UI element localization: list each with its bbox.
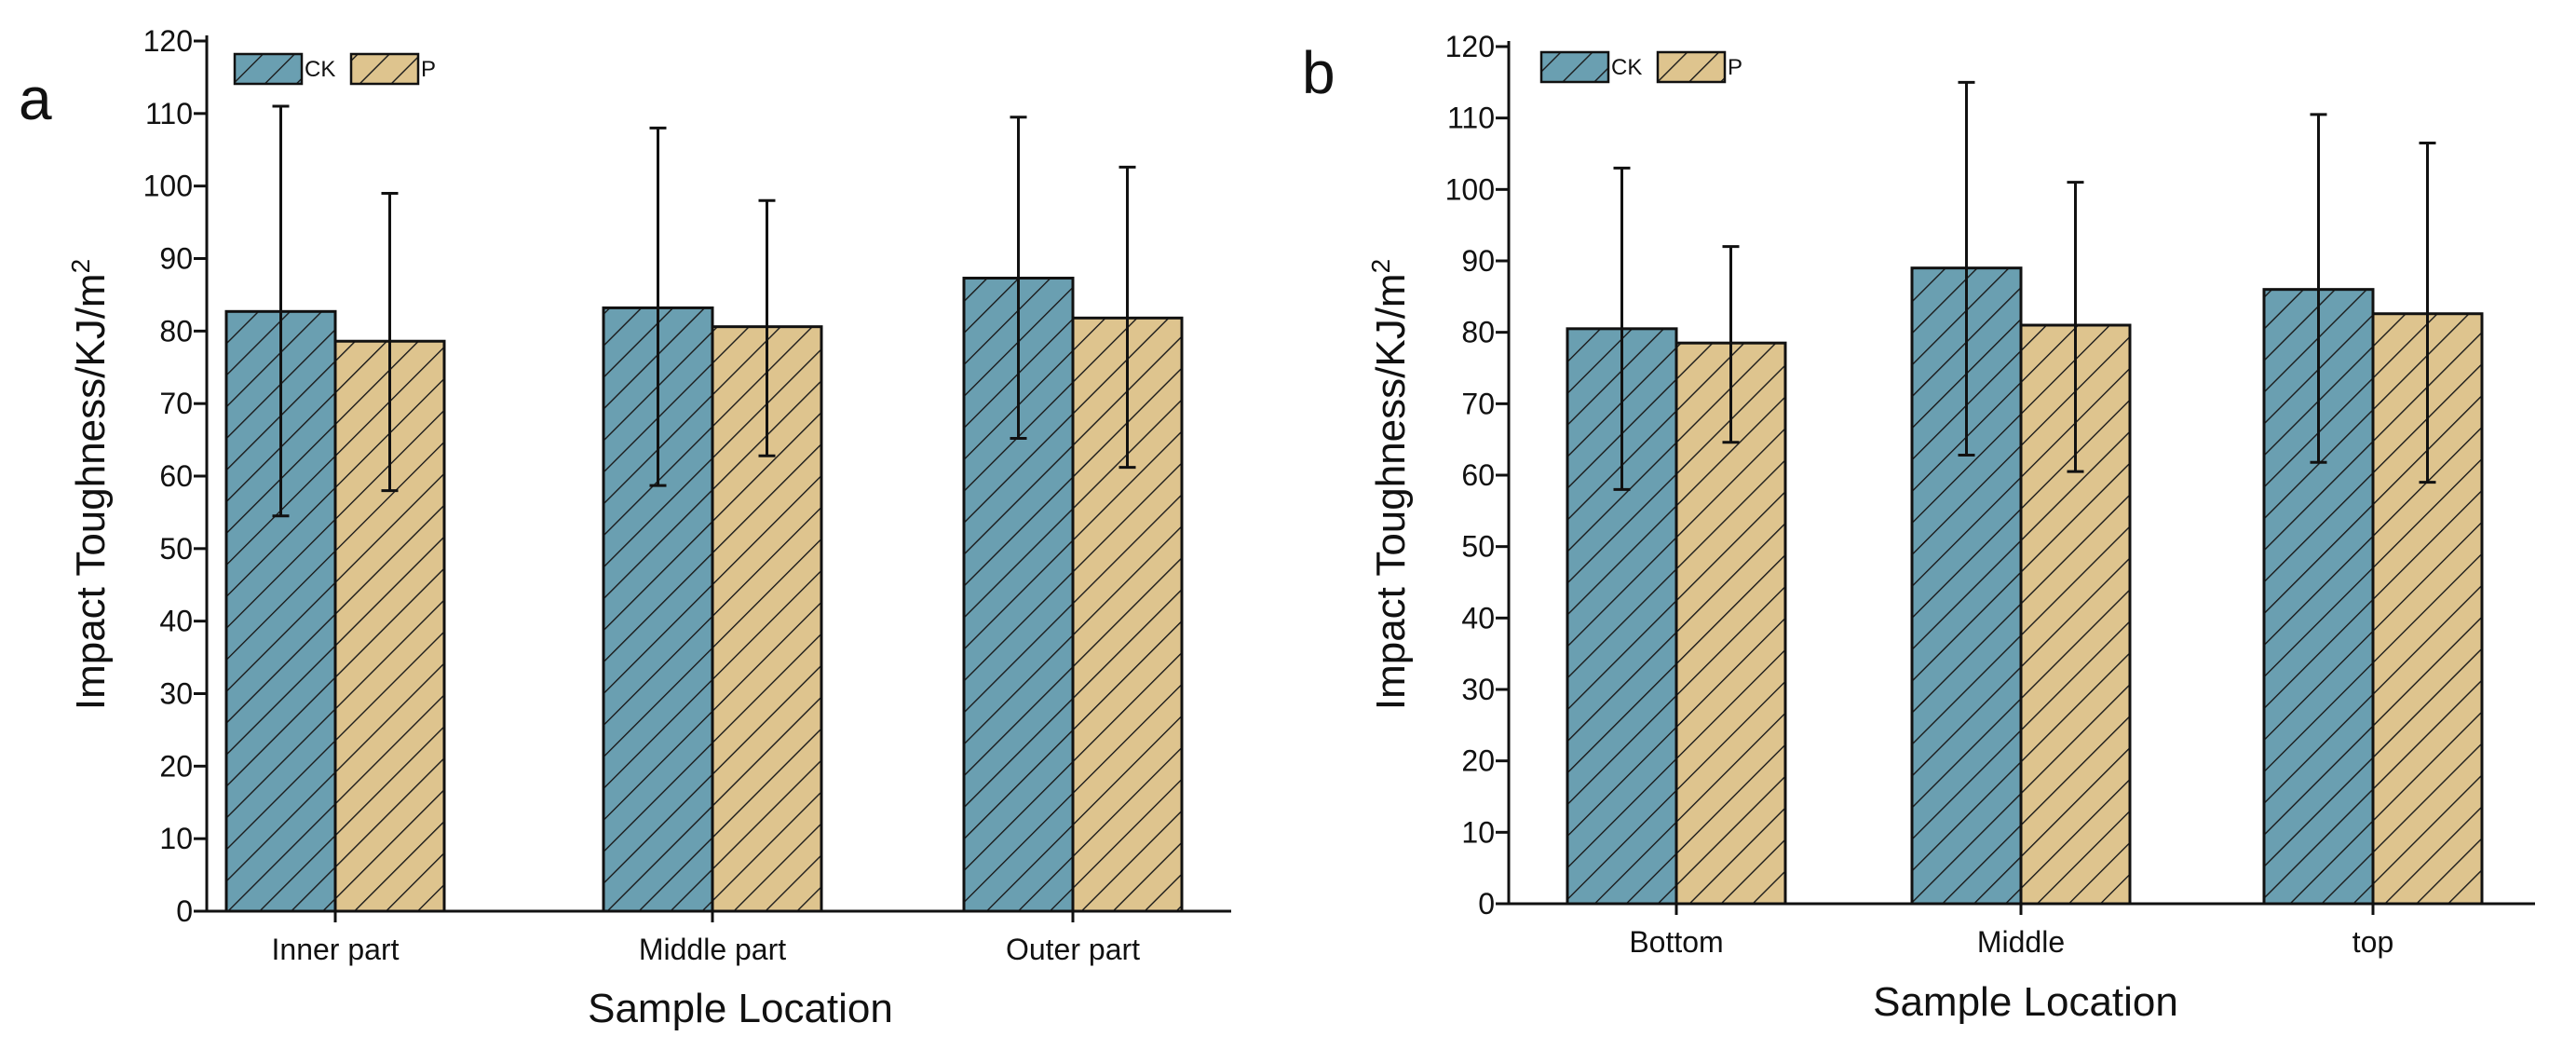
y-tick-label: 110 [1447,102,1495,135]
y-tick-label: 0 [176,894,193,928]
y-tick-label: 0 [1478,887,1495,920]
y-tick-label: 70 [1461,387,1495,420]
legend-swatch-p [1656,50,1727,84]
y-tick-label: 120 [143,24,193,58]
panel-b-letter: b [1302,39,1335,106]
panel-b-x-axis-title: Sample Location [1873,979,2178,1025]
y-tick-label: 20 [159,749,193,783]
y-tick-label: 100 [1445,172,1495,206]
y-tick-label: 120 [1445,30,1495,63]
y-tick-label: 50 [1461,530,1495,564]
y-tick-label: 50 [159,532,193,566]
panel-a-y-axis-title-main: Impact Toughness/KJ/m [68,273,114,710]
y-tick-label: 10 [159,822,193,855]
legend-swatch-p [349,52,420,86]
y-tick-label: 20 [1461,744,1495,778]
y-tick-label: 40 [1461,601,1495,634]
y-tick-label: 90 [1461,244,1495,278]
y-tick-label: 10 [1461,815,1495,849]
y-tick-label: 30 [1461,673,1495,706]
y-tick-label: 40 [159,605,193,638]
panel-a-y-ticks: 0 10 20 30 40 50 60 70 80 90 100 110 120 [143,24,207,928]
panel-b-y-ticks: 0 10 20 30 40 50 60 70 80 90 100 110 120 [1445,30,1509,920]
panel-a-y-axis-title: Impact Toughness/KJ/m2 [66,259,114,710]
y-tick-label: 80 [159,314,193,348]
panel-b: b 0 10 20 30 40 50 60 70 80 90 100 110 120 Bottom Mid… [1302,30,2535,1025]
panel-b-y-axis-title-main: Impact Toughness/KJ/m [1368,273,1414,710]
legend-label-p: P [421,57,436,82]
panel-a-letter: a [19,65,52,132]
legend-swatch-ck [1539,50,1610,84]
panel-a-x-categories: Inner part Middle part Outer part [272,911,1140,966]
panel-b-bars [1566,266,2484,906]
panel-b-y-axis-title: Impact Toughness/KJ/m2 [1366,259,1414,710]
x-category-label: Middle part [639,933,786,966]
y-tick-label: 110 [145,97,193,130]
legend-swatch-ck [233,52,304,86]
panel-b-x-categories: Bottom Middle top [1629,904,2393,959]
y-tick-label: 80 [1461,316,1495,349]
y-tick-label: 70 [159,387,193,420]
x-category-label: Bottom [1629,925,1723,959]
y-tick-label: 30 [159,677,193,711]
legend-label-p: P [1728,55,1742,80]
panel-a-error-bars [272,104,1136,518]
y-tick-label: 60 [1461,458,1495,492]
panel-b-y-axis-title-sup: 2 [1366,259,1395,274]
panel-a-y-axis-title-sup: 2 [66,259,95,274]
x-category-label: top [2352,925,2393,959]
panel-a-bars [224,277,1184,913]
y-tick-label: 100 [143,170,193,203]
x-category-label: Middle [1977,925,2065,959]
panel-b-legend: CK P [1539,50,1742,84]
y-tick-label: 60 [159,459,193,493]
panel-a-x-axis-title: Sample Location [588,986,893,1031]
panel-a: a 0 10 20 30 40 50 60 70 80 90 100 110 120 Inner par… [19,24,1231,1031]
legend-label-ck: CK [1611,55,1642,80]
y-tick-label: 90 [159,242,193,276]
panel-b-error-bars [1613,80,2436,491]
x-category-label: Inner part [272,933,400,966]
x-category-label: Outer part [1006,933,1140,966]
panel-a-legend: CK P [233,52,436,86]
legend-label-ck: CK [305,57,335,82]
